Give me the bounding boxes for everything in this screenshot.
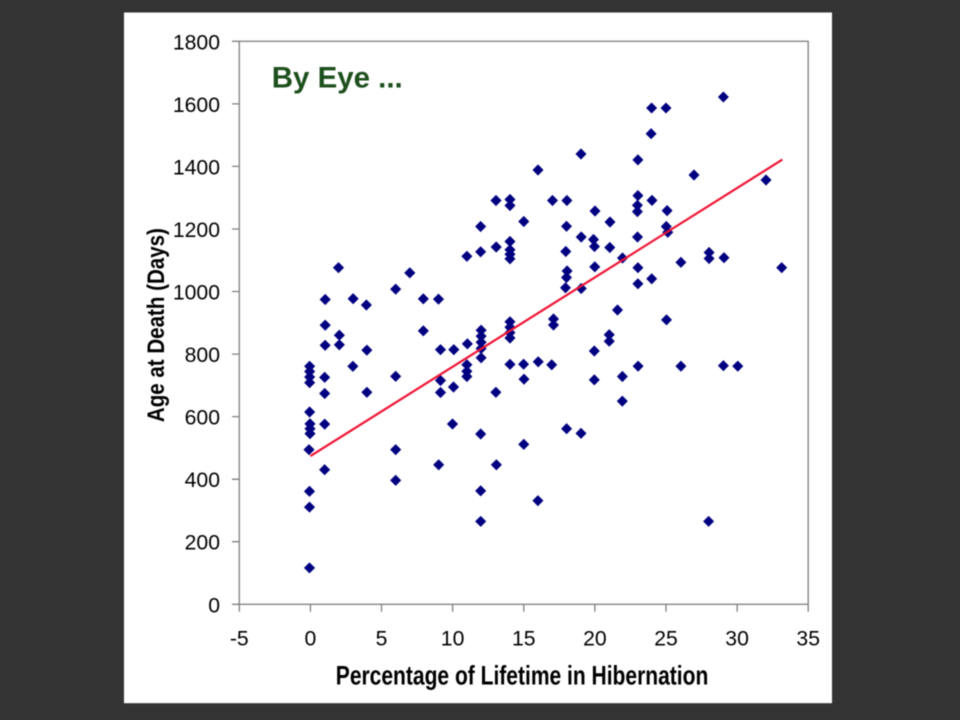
svg-text:Percentage of Lifetime in Hibe: Percentage of Lifetime in Hibernation: [336, 661, 709, 691]
svg-text:-5: -5: [230, 627, 249, 650]
svg-text:25: 25: [654, 627, 678, 650]
svg-text:400: 400: [185, 469, 220, 492]
svg-text:600: 600: [185, 407, 220, 430]
svg-text:By Eye ...: By Eye ...: [272, 61, 403, 94]
svg-text:800: 800: [185, 344, 220, 367]
svg-text:1200: 1200: [173, 219, 220, 242]
svg-text:1800: 1800: [173, 31, 220, 54]
svg-text:0: 0: [208, 594, 220, 617]
svg-text:35: 35: [796, 627, 820, 650]
svg-text:1600: 1600: [173, 94, 220, 117]
svg-text:1400: 1400: [173, 156, 220, 179]
svg-text:5: 5: [376, 627, 388, 650]
svg-text:20: 20: [583, 627, 607, 650]
svg-text:1000: 1000: [173, 282, 220, 305]
svg-text:15: 15: [512, 627, 536, 650]
svg-text:0: 0: [305, 627, 317, 650]
svg-text:10: 10: [441, 627, 465, 650]
svg-text:30: 30: [725, 627, 749, 650]
svg-text:Age at Death (Days): Age at Death (Days): [143, 228, 170, 422]
svg-text:200: 200: [185, 532, 220, 555]
